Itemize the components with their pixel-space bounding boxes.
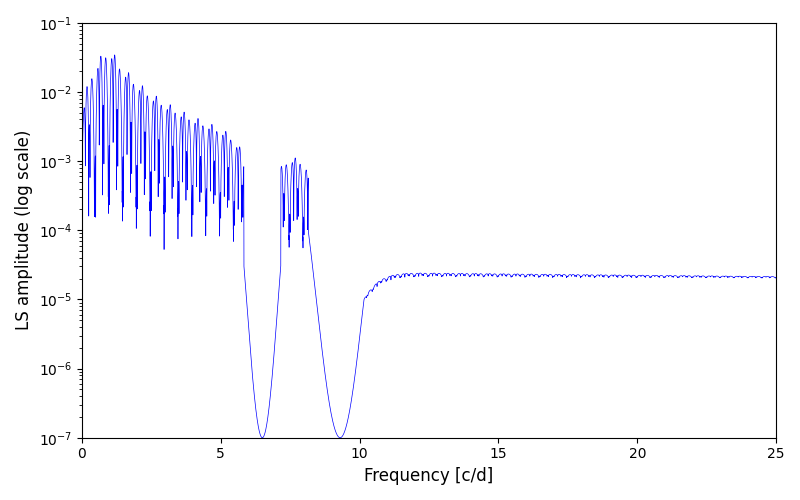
X-axis label: Frequency [c/d]: Frequency [c/d] (364, 467, 494, 485)
Y-axis label: LS amplitude (log scale): LS amplitude (log scale) (15, 130, 33, 330)
